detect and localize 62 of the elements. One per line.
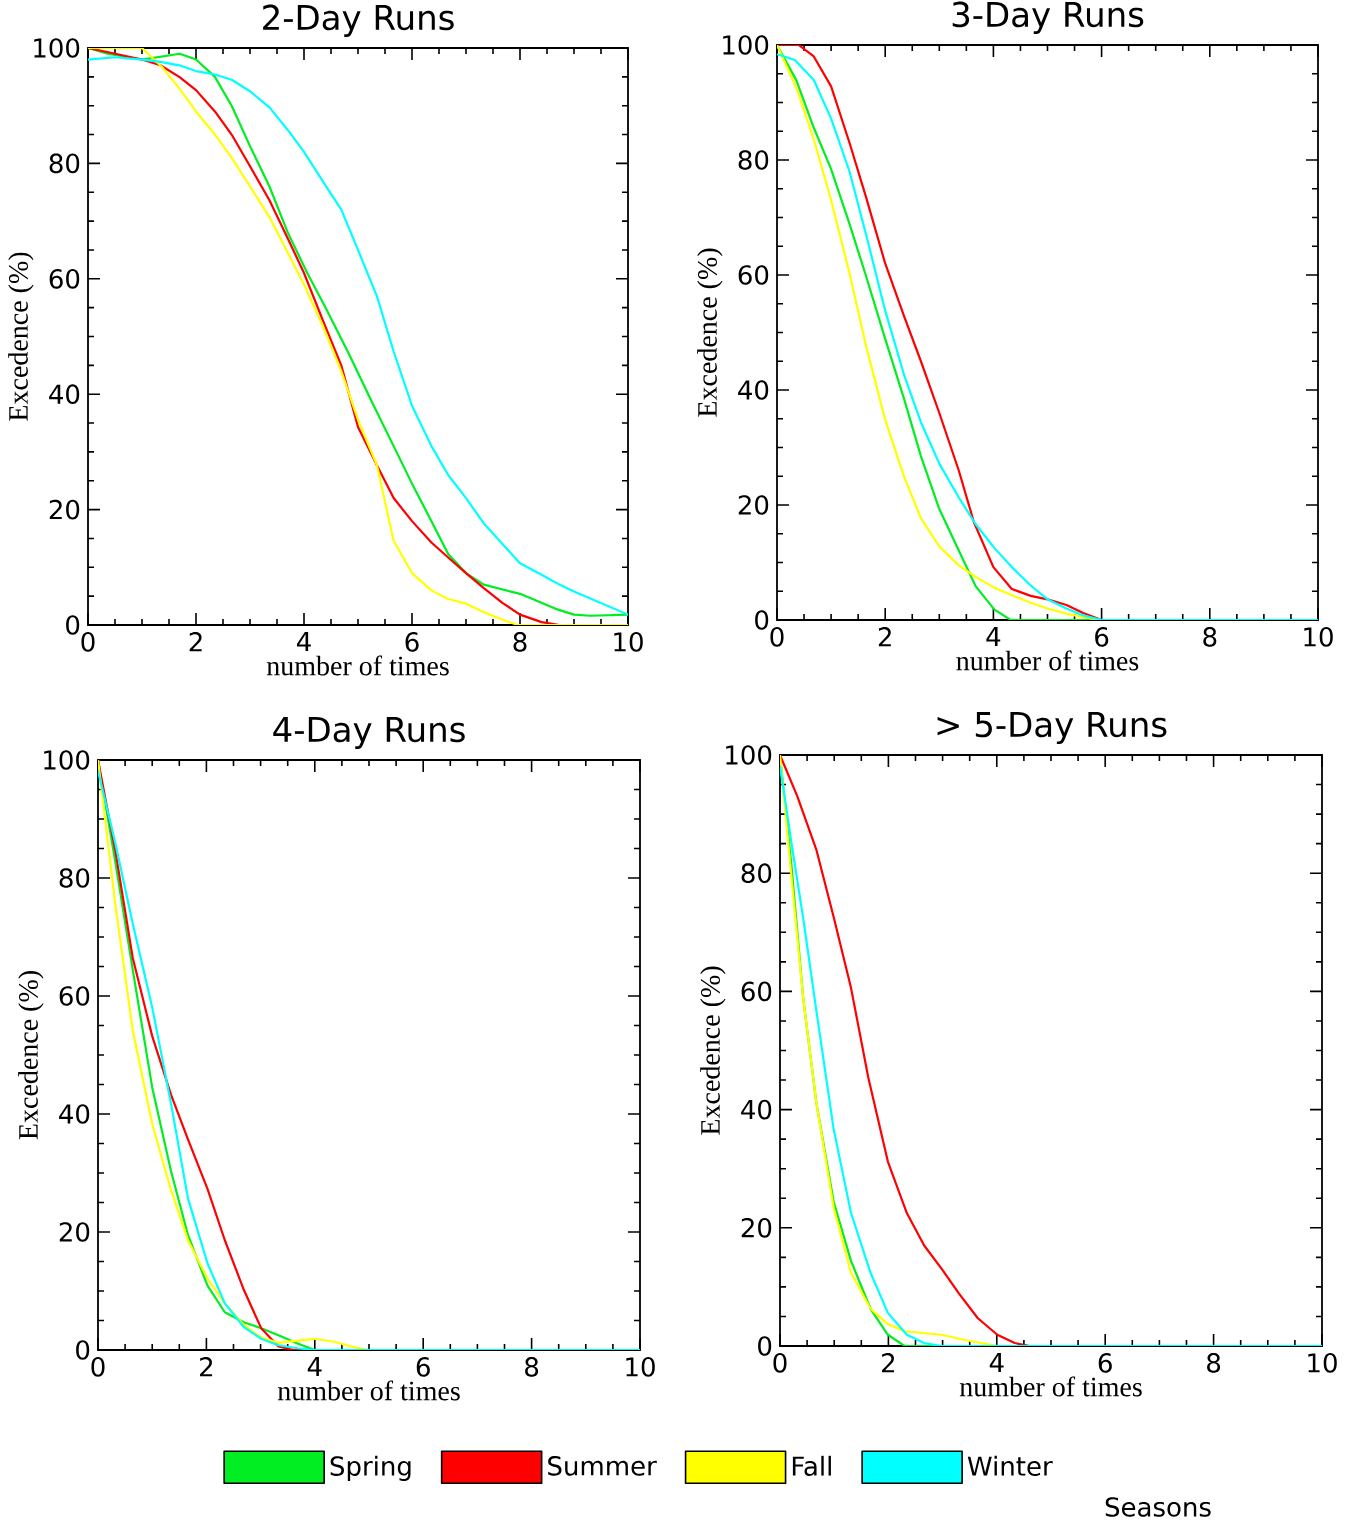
y-tick-label: 100 — [34, 38, 80, 58]
text: Seasons — [1105, 1497, 1211, 1517]
y-tick-label: 0 — [755, 610, 769, 630]
x-tick-label: 8 — [513, 632, 527, 652]
chart-title: 3-Day Runs — [952, 1, 1144, 34]
y-tick-label: 60 — [738, 265, 769, 285]
x-tick-label: 8 — [525, 1357, 539, 1377]
y-tick-label: 60 — [59, 986, 90, 1006]
x-tick-label: 0 — [773, 1353, 787, 1373]
y-tick-label: 80 — [741, 863, 772, 884]
chart-title: > 5-Day Runs — [937, 712, 1167, 744]
x-tick-label: 2 — [878, 627, 891, 647]
legend-label: Spring — [330, 1455, 411, 1481]
x-tick-label: 10 — [1308, 1353, 1337, 1373]
x-tick-label: 4 — [986, 627, 1001, 647]
y-tick-label: 0 — [758, 1336, 772, 1356]
y-tick-label: 80 — [59, 868, 90, 888]
y-tick-label: 40 — [738, 380, 769, 400]
y-tick-label: 40 — [741, 1099, 772, 1120]
x-tick-label: 2 — [200, 1357, 213, 1377]
x-tick-label: 2 — [882, 1353, 895, 1373]
y-axis-title: Excedence (%) — [700, 966, 726, 1135]
x-tick-label: 4 — [307, 1357, 322, 1377]
chart-title: 4-Day Runs — [273, 717, 465, 749]
y-axis-title: Excedence (%) — [8, 252, 34, 421]
y-tick-label: 80 — [738, 150, 769, 170]
x-tick-label: 8 — [1203, 627, 1217, 647]
x-tick-label: 8 — [1207, 1353, 1221, 1373]
x-tick-label: 10 — [626, 1357, 655, 1377]
x-tick-label: 4 — [989, 1353, 1004, 1373]
y-tick-label: 100 — [44, 750, 90, 770]
x-tick-label: 4 — [296, 632, 311, 652]
y-axis-title: Excedence (%) — [18, 971, 44, 1140]
x-tick-label: 0 — [91, 1357, 105, 1377]
x-tick-label: 6 — [405, 632, 419, 652]
y-tick-label: 100 — [726, 745, 772, 765]
x-tick-label: 10 — [614, 632, 643, 652]
y-tick-label: 40 — [49, 384, 80, 405]
x-axis-title: number of times — [956, 650, 1139, 671]
x-tick-label: 6 — [416, 1357, 430, 1377]
y-tick-label: 100 — [723, 35, 769, 55]
y-tick-label: 20 — [741, 1217, 772, 1238]
x-tick-label: 2 — [189, 632, 202, 652]
legend-label: Fall — [792, 1455, 831, 1476]
x-tick-label: 6 — [1098, 1353, 1112, 1373]
y-tick-label: 20 — [738, 495, 769, 515]
x-tick-label: 6 — [1095, 627, 1109, 647]
legend-label: Winter — [967, 1455, 1053, 1476]
chart-title: 2-Day Runs — [263, 4, 454, 37]
y-tick-label: 0 — [76, 1340, 90, 1360]
legend-label: Summer — [548, 1456, 657, 1476]
y-tick-label: 80 — [49, 153, 80, 174]
y-axis-title: Excedence (%) — [697, 248, 723, 417]
y-tick-label: 20 — [59, 1222, 90, 1242]
y-tick-label: 60 — [49, 268, 80, 289]
x-axis-title: number of times — [277, 1380, 460, 1401]
y-tick-label: 20 — [49, 499, 80, 520]
y-tick-label: 60 — [741, 981, 772, 1002]
x-axis-title: number of times — [266, 655, 449, 676]
y-tick-label: 40 — [59, 1104, 90, 1124]
x-axis-title: number of times — [959, 1376, 1142, 1397]
x-tick-label: 10 — [1304, 627, 1333, 647]
